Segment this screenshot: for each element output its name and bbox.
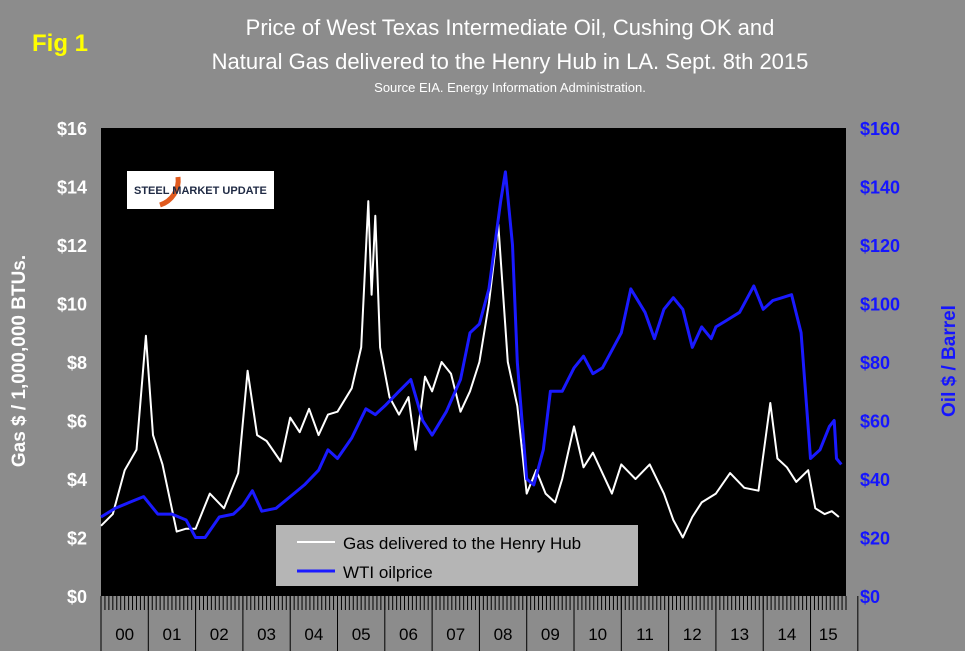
x-tick-label: 06	[399, 625, 418, 644]
gas-price-line	[100, 200, 840, 539]
y-left-tick-label: $14	[57, 178, 87, 198]
y-left-tick-label: $4	[67, 470, 87, 490]
y-right-tick-label: $80	[860, 353, 890, 373]
logo-text: STEEL MARKET UPDATE	[134, 185, 267, 197]
y-right-tick-label: $140	[860, 178, 900, 198]
y-left-tick-label: $0	[67, 587, 87, 607]
y-right-tick-label: $0	[860, 587, 880, 607]
y-right-tick-label: $100	[860, 295, 900, 315]
oil-price-line	[100, 170, 843, 539]
x-tick-label: 12	[683, 625, 702, 644]
x-tick-label: 07	[446, 625, 465, 644]
y-left-tick-label: $8	[67, 353, 87, 373]
x-tick-label: 02	[210, 625, 229, 644]
y-left-tick-label: $2	[67, 529, 87, 549]
y-right-tick-label: $60	[860, 412, 890, 432]
logo-background	[127, 171, 274, 209]
x-tick-label: 13	[730, 625, 749, 644]
y-left-tick-label: $6	[67, 412, 87, 432]
x-tick-label: 09	[541, 625, 560, 644]
y-axis-right: $0 $20 $40 $60 $80 $100 $120 $140 $160	[860, 119, 900, 607]
y-right-tick-label: $20	[860, 529, 890, 549]
chart-source: Source EIA. Energy Information Administr…	[374, 80, 646, 95]
x-tick-label: 10	[588, 625, 607, 644]
x-tick-label: 11	[636, 625, 654, 644]
logo: STEEL MARKET UPDATE	[127, 171, 274, 209]
y-left-tick-label: $10	[57, 295, 87, 315]
x-tick-label: 01	[162, 625, 181, 644]
y-right-tick-label: $120	[860, 236, 900, 256]
x-tick-label: 05	[352, 625, 371, 644]
x-tick-label: 15	[819, 625, 838, 644]
x-tick-label: 00	[115, 625, 134, 644]
legend-oil-label: WTI oilprice	[343, 563, 433, 582]
y-left-tick-label: $12	[57, 236, 87, 256]
x-tick-label: 03	[257, 625, 276, 644]
chart-title-line2: Natural Gas delivered to the Henry Hub i…	[211, 49, 809, 74]
chart-title-line1: Price of West Texas Intermediate Oil, Cu…	[245, 15, 775, 40]
figure-label: Fig 1	[32, 30, 89, 57]
legend: Gas delivered to the Henry Hub WTI oilpr…	[276, 525, 638, 586]
legend-gas-label: Gas delivered to the Henry Hub	[343, 534, 581, 553]
y-left-tick-label: $16	[57, 119, 87, 139]
series-layer	[100, 170, 843, 539]
x-tick-label: 08	[494, 625, 513, 644]
x-axis: 00 01 02 03 04 05 06 07 08 09 10 11 12 13 14 15	[100, 596, 859, 651]
y-right-tick-label: $160	[860, 119, 900, 139]
logo-swoosh-icon	[159, 176, 181, 208]
x-tick-label: 14	[777, 625, 796, 644]
legend-box	[276, 525, 638, 586]
y-right-tick-label: $40	[860, 470, 890, 490]
y-axis-left: $0 $2 $4 $6 $8 $10 $12 $14 $16	[57, 119, 87, 607]
x-tick-label: 04	[304, 625, 323, 644]
